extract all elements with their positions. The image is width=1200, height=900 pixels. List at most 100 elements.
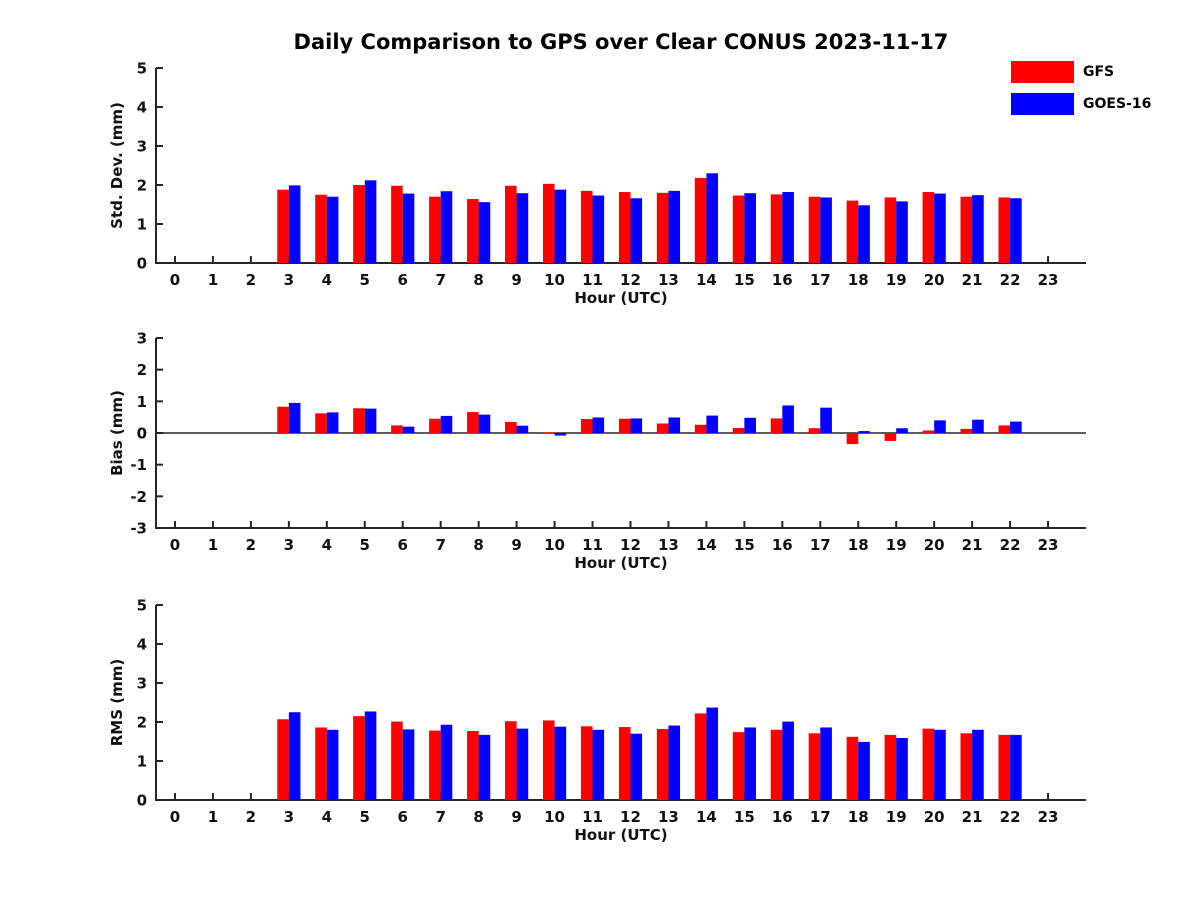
bar-goes-16-hour-20 (934, 193, 946, 263)
y-tick-label: 0 (137, 792, 147, 810)
bar-gfs-hour-11 (580, 190, 593, 263)
y-tick-label: 2 (137, 177, 147, 195)
bar-gfs-hour-14 (694, 713, 707, 800)
bar-goes-16-hour-16 (782, 192, 794, 263)
bar-gfs-hour-6 (391, 721, 403, 800)
bar-gfs-hour-13 (656, 192, 669, 263)
x-tick-label: 12 (620, 271, 641, 289)
x-tick-label: 0 (170, 271, 180, 289)
x-tick-label: 21 (962, 536, 983, 554)
bar-goes-16-hour-22 (1010, 421, 1022, 433)
bar-gfs-hour-19 (884, 433, 897, 441)
x-tick-label: 6 (398, 536, 408, 554)
bar-goes-16-hour-7 (440, 724, 453, 800)
bar-goes-16-hour-11 (592, 729, 605, 800)
x-tick-label: 19 (886, 271, 907, 289)
bar-gfs-hour-10 (542, 183, 555, 263)
x-tick-label: 4 (322, 808, 332, 826)
x-tick-label: 6 (398, 271, 408, 289)
x-tick-label: 22 (1000, 808, 1021, 826)
bar-gfs-hour-4 (315, 727, 327, 800)
bar-goes-16-hour-12 (630, 418, 643, 433)
bar-gfs-hour-7 (429, 730, 441, 800)
x-tick-label: 8 (473, 271, 483, 289)
x-tick-label: 11 (582, 808, 603, 826)
x-axis-label: Hour (UTC) (574, 289, 667, 307)
x-tick-label: 14 (696, 808, 717, 826)
bar-gfs-hour-8 (467, 730, 479, 800)
legend-item-gfs: GFS (1011, 61, 1151, 83)
bar-gfs-hour-21 (960, 733, 973, 800)
bar-goes-16-hour-11 (592, 195, 605, 263)
bar-gfs-hour-15 (732, 195, 745, 263)
bar-goes-16-hour-8 (478, 414, 491, 433)
bar-goes-16-hour-17 (820, 727, 832, 800)
bar-gfs-hour-19 (884, 197, 897, 263)
y-tick-label: -2 (130, 488, 147, 506)
x-tick-label: 18 (848, 536, 869, 554)
x-tick-label: 15 (734, 808, 755, 826)
x-tick-label: 16 (772, 808, 793, 826)
y-axis-label: Std. Dev. (mm) (108, 102, 126, 229)
bar-gfs-hour-3 (277, 189, 289, 263)
x-tick-label: 22 (1000, 271, 1021, 289)
bar-goes-16-hour-5 (364, 408, 377, 433)
bar-gfs-hour-12 (618, 418, 631, 433)
goes16-color-swatch (1011, 93, 1074, 115)
bar-gfs-hour-22 (998, 197, 1011, 263)
y-tick-label: 0 (137, 255, 147, 273)
x-tick-label: 19 (886, 808, 907, 826)
bar-gfs-hour-6 (391, 425, 403, 433)
bar-gfs-hour-10 (542, 720, 555, 800)
bar-gfs-hour-7 (429, 418, 441, 433)
x-tick-label: 17 (810, 808, 831, 826)
x-tick-label: 2 (246, 808, 256, 826)
bar-gfs-hour-9 (505, 421, 517, 433)
x-tick-label: 3 (284, 536, 294, 554)
bar-goes-16-hour-15 (744, 417, 756, 433)
x-tick-label: 16 (772, 271, 793, 289)
bar-goes-16-hour-20 (934, 420, 946, 433)
y-tick-label: 4 (137, 99, 147, 117)
bar-goes-16-hour-10 (554, 189, 567, 263)
bar-gfs-hour-7 (429, 196, 441, 263)
x-tick-label: 5 (360, 271, 370, 289)
bar-goes-16-hour-13 (668, 725, 681, 800)
bar-goes-16-hour-14 (706, 415, 719, 433)
x-tick-label: 12 (620, 536, 641, 554)
x-tick-label: 3 (284, 271, 294, 289)
y-tick-label: -1 (130, 456, 147, 474)
bar-gfs-hour-18 (846, 433, 859, 445)
bar-gfs-hour-20 (922, 430, 935, 433)
bar-goes-16-hour-13 (668, 190, 681, 263)
bar-gfs-hour-4 (315, 194, 327, 263)
bar-goes-16-hour-4 (326, 412, 339, 433)
x-tick-label: 7 (435, 271, 445, 289)
bar-goes-16-hour-3 (288, 185, 301, 263)
bar-gfs-hour-13 (656, 423, 669, 433)
bar-gfs-hour-16 (770, 418, 783, 433)
bar-goes-16-hour-16 (782, 721, 794, 800)
x-tick-label: 13 (658, 808, 679, 826)
bar-goes-16-hour-19 (896, 737, 908, 800)
bar-goes-16-hour-3 (288, 712, 301, 800)
bar-goes-16-hour-18 (858, 741, 870, 800)
y-tick-label: 3 (137, 330, 147, 348)
x-tick-label: 9 (511, 271, 521, 289)
x-tick-label: 15 (734, 271, 755, 289)
bar-gfs-hour-12 (618, 192, 631, 263)
bar-gfs-hour-14 (694, 424, 707, 433)
bar-goes-16-hour-14 (706, 173, 719, 263)
x-tick-label: 8 (473, 808, 483, 826)
x-axis-label: Hour (UTC) (574, 826, 667, 844)
bar-gfs-hour-21 (960, 428, 973, 433)
bar-gfs-hour-21 (960, 196, 973, 263)
bar-goes-16-hour-14 (706, 707, 719, 800)
bar-goes-16-hour-22 (1010, 734, 1022, 800)
y-tick-label: 1 (137, 393, 147, 411)
x-tick-label: 1 (208, 808, 218, 826)
y-tick-label: 5 (137, 597, 147, 615)
bar-goes-16-hour-5 (364, 180, 377, 263)
